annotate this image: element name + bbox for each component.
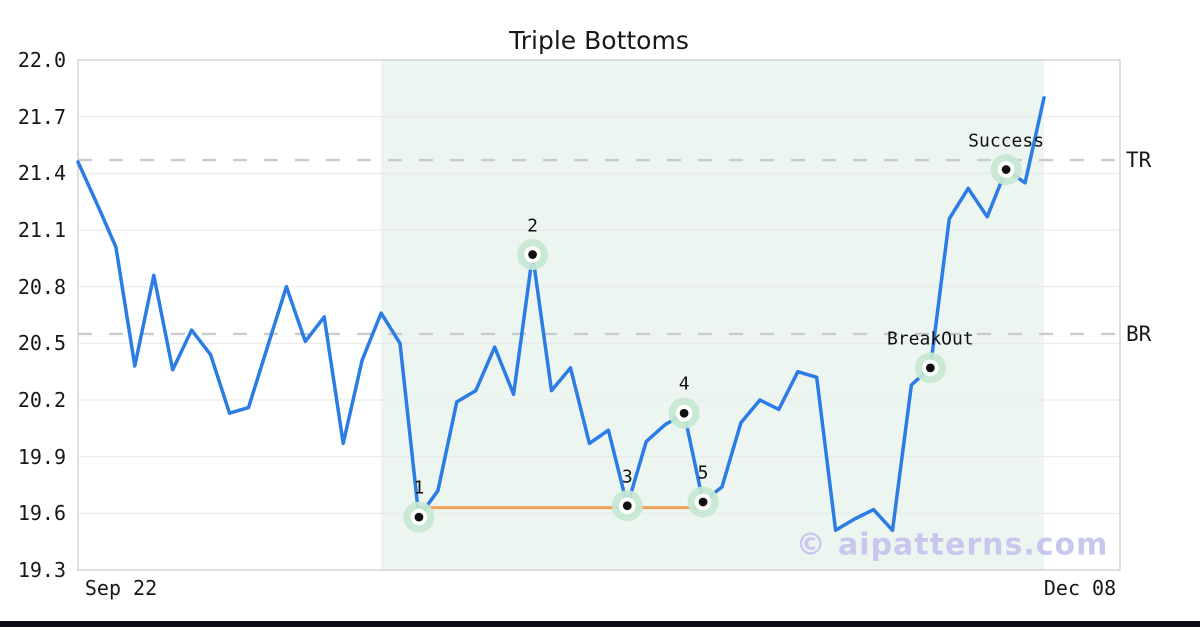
plot-border — [77, 59, 1121, 571]
y-tick-label: 21.7 — [17, 104, 66, 129]
level-label-tr: TR — [1126, 148, 1152, 173]
x-tick-end-date: Dec 08 — [1043, 576, 1117, 600]
y-tick-label: 19.9 — [17, 444, 66, 469]
level-label-br: BR — [1126, 321, 1152, 346]
pattern-point-marker — [517, 239, 549, 271]
pattern-point-marker — [687, 486, 719, 518]
y-tick-label: 19.3 — [17, 558, 66, 582]
y-tick-label: 21.1 — [17, 218, 66, 242]
y-tick-label: 20.2 — [17, 388, 66, 412]
chart-title: Triple Bottoms — [509, 26, 689, 55]
annotation-label-4: 4 — [678, 373, 690, 395]
pattern-point-marker — [990, 154, 1022, 186]
annotation-label-3: 3 — [621, 466, 633, 488]
price-line — [76, 96, 1046, 533]
annotation-label-breakout: BreakOut — [886, 328, 974, 350]
annotation-label-success: Success — [968, 130, 1045, 152]
pattern-point-marker — [914, 352, 946, 384]
pattern-point-marker — [668, 397, 700, 429]
annotation-label-2: 2 — [527, 215, 538, 237]
x-tick-start-date: Sep 22 — [84, 576, 158, 600]
watermark: © aipatterns.com — [795, 527, 1109, 563]
y-tick-label: 19.6 — [17, 501, 66, 526]
y-tick-label: 21.4 — [17, 161, 66, 186]
y-tick-label: 22.0 — [17, 48, 66, 72]
footer-bar — [0, 621, 1200, 627]
pattern-point-marker — [611, 490, 643, 522]
annotation-label-5: 5 — [697, 462, 709, 484]
pattern-region — [381, 60, 1044, 570]
y-tick-label: 20.8 — [17, 274, 66, 299]
pattern-point-marker — [403, 501, 435, 533]
annotation-label-1: 1 — [413, 477, 425, 499]
y-tick-label: 20.5 — [17, 331, 66, 356]
